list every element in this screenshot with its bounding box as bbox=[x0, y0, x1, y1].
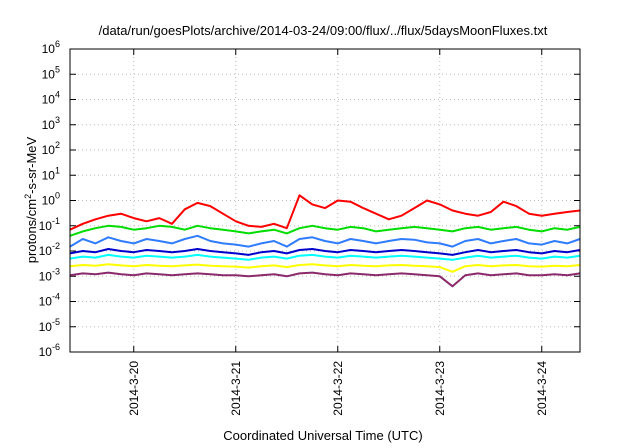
x-tick-label: 2014-3-23 bbox=[433, 361, 447, 416]
x-tick-label: 2014-3-22 bbox=[331, 361, 345, 416]
grid-layer bbox=[70, 48, 580, 353]
y-tick-label: 106 bbox=[42, 39, 60, 56]
y-tick-label: 100 bbox=[42, 191, 60, 208]
y-tick-labels: 10-6 10-5 10-4 10-3 10-2 10-1 100 101 102 103 104 1… bbox=[39, 39, 60, 359]
y-axis-label-sup: 2 bbox=[23, 194, 33, 199]
series-line-4 bbox=[69, 248, 581, 256]
y-tick-label: 105 bbox=[42, 64, 60, 81]
x-axis-label: Coordinated Universal Time (UTC) bbox=[223, 428, 422, 443]
y-axis-label-rest: -s-sr-MeV bbox=[24, 136, 39, 193]
y-tick-label: 10-2 bbox=[39, 241, 60, 258]
y-tick-label: 10-6 bbox=[39, 342, 60, 359]
y-axis-label: protons/cm2-s-sr-MeV bbox=[23, 136, 39, 263]
x-tick-label: 2014-3-24 bbox=[535, 361, 549, 416]
y-tick-label: 10-3 bbox=[39, 266, 60, 283]
y-tick-label: 10-4 bbox=[39, 292, 60, 309]
plot-frame bbox=[69, 48, 581, 353]
y-tick-label: 103 bbox=[42, 115, 60, 132]
chart-title: /data/run/goesPlots/archive/2014-03-24/0… bbox=[99, 23, 548, 38]
series-line-3 bbox=[69, 234, 581, 248]
y-axis-label-main: protons/cm bbox=[24, 199, 39, 263]
series-line-5 bbox=[69, 253, 581, 261]
series-layer bbox=[69, 194, 581, 288]
y-tick-label: 102 bbox=[42, 140, 60, 157]
series-line-7 bbox=[69, 271, 581, 288]
x-tick-label: 2014-3-21 bbox=[229, 361, 243, 416]
series-line-1 bbox=[69, 194, 581, 231]
y-tick-label: 10-1 bbox=[39, 216, 60, 233]
series-line-6 bbox=[69, 263, 581, 273]
y-tick-label: 101 bbox=[42, 165, 60, 182]
x-tick-labels: 2014-3-20 2014-3-21 2014-3-22 2014-3-23 2014… bbox=[127, 361, 549, 416]
y-tick-label: 104 bbox=[42, 90, 60, 107]
y-tick-label: 10-5 bbox=[39, 317, 60, 334]
series-line-2 bbox=[69, 224, 581, 237]
x-tick-label: 2014-3-20 bbox=[127, 361, 141, 416]
